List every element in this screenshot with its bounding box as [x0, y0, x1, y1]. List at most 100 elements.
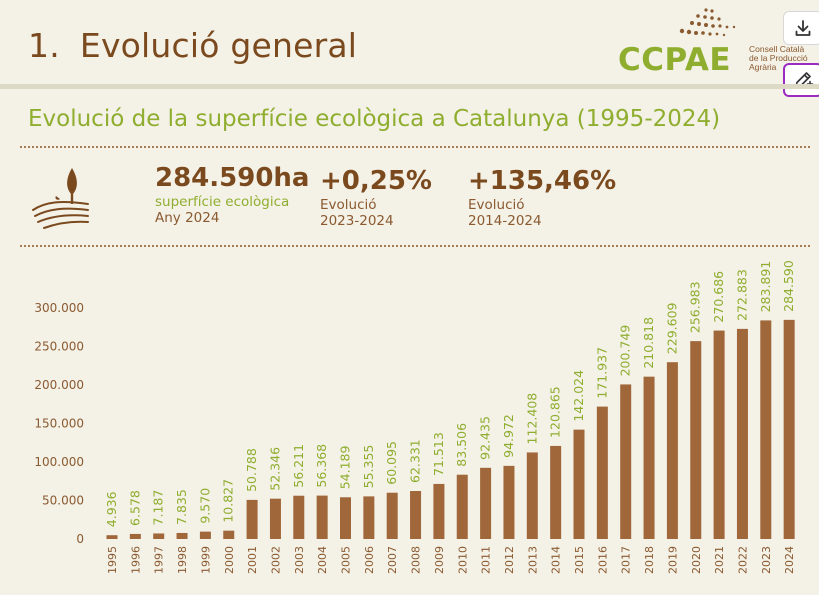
- data-label: 7.835: [174, 489, 189, 525]
- x-tick-label: 1995: [106, 546, 119, 574]
- stat-total: 284.590ha superfície ecològica Any 2024: [155, 164, 309, 226]
- data-label: 229.609: [664, 302, 679, 354]
- stat-change-annual-period: 2023-2024: [320, 213, 394, 229]
- logo-subtitle-line: de la Producció: [749, 53, 808, 63]
- data-label: 92.435: [478, 416, 493, 460]
- bar: [363, 496, 375, 539]
- data-label: 83.506: [454, 423, 469, 467]
- data-label: 56.211: [291, 444, 306, 488]
- data-label: 171.937: [594, 347, 609, 399]
- data-label: 283.891: [758, 261, 773, 313]
- y-tick-label: 250.000: [34, 340, 84, 354]
- data-label: 4.936: [104, 491, 119, 527]
- x-tick-label: 2023: [760, 546, 773, 574]
- data-label: 56.368: [314, 444, 329, 488]
- x-tick-label: 1998: [176, 546, 189, 574]
- stat-change-decade: +135,46% Evolució 2014-2024: [468, 167, 616, 229]
- x-tick-label: 2024: [783, 546, 796, 574]
- y-tick-label: 200.000: [34, 378, 84, 392]
- bar: [153, 533, 165, 539]
- logo-subtitle: Consell Català de la Producció Agrària: [749, 45, 808, 72]
- stat-change-decade-label: Evolució: [468, 197, 525, 213]
- field-tree-icon: [32, 168, 89, 229]
- bar: [410, 491, 422, 539]
- header-divider: [0, 84, 819, 89]
- bar: [456, 474, 468, 539]
- data-label: 270.686: [711, 271, 726, 323]
- data-label: 94.972: [501, 414, 516, 458]
- x-tick-label: 1999: [199, 546, 212, 574]
- y-tick-label: 50.000: [42, 494, 84, 508]
- x-tick-label: 2009: [433, 546, 446, 574]
- bar: [316, 495, 328, 539]
- stat-total-label: superfície ecològica: [155, 194, 290, 210]
- bar: [176, 532, 188, 539]
- bar: [269, 498, 281, 539]
- x-tick-label: 2005: [340, 546, 353, 574]
- data-label: 60.095: [384, 441, 399, 485]
- data-label: 55.355: [361, 445, 376, 489]
- stat-change-decade-period: 2014-2024: [468, 213, 542, 229]
- stat-change-decade-value: +135,46%: [468, 166, 617, 196]
- data-label: 10.827: [221, 479, 236, 523]
- x-tick-label: 2019: [666, 546, 679, 574]
- bar: [690, 341, 702, 539]
- x-tick-label: 2015: [573, 546, 586, 574]
- x-tick-label: 2016: [596, 546, 609, 574]
- x-tick-label: 2010: [456, 546, 469, 574]
- bar: [480, 467, 492, 539]
- x-tick-label: 2013: [526, 546, 539, 574]
- bar: [620, 384, 632, 539]
- bar: [596, 406, 608, 539]
- x-tick-label: 2007: [386, 546, 399, 574]
- bar: [223, 530, 235, 539]
- x-tick-label: 2000: [223, 546, 236, 574]
- x-tick-label: 2020: [690, 546, 703, 574]
- bar: [550, 445, 562, 539]
- x-tick-label: 2014: [550, 546, 563, 574]
- stat-total-value: 284.590ha: [155, 163, 310, 193]
- bar: [293, 495, 305, 539]
- x-tick-label: 2021: [713, 546, 726, 574]
- bar: [433, 483, 445, 539]
- x-tick-label: 2012: [503, 546, 516, 574]
- dotted-divider: [20, 146, 810, 148]
- bar: [666, 362, 678, 539]
- bar: [503, 465, 515, 539]
- logo-wordmark: CCPAE: [618, 42, 732, 78]
- y-tick-label: 100.000: [34, 455, 84, 469]
- logo-subtitle-line: Agrària: [749, 62, 777, 72]
- data-label: 50.788: [244, 448, 259, 492]
- x-tick-label: 2022: [736, 546, 749, 574]
- data-label: 200.749: [618, 325, 633, 377]
- data-label: 52.346: [267, 447, 282, 491]
- bar: [340, 497, 351, 539]
- section-heading: Evolució general: [79, 26, 358, 65]
- download-button[interactable]: [783, 11, 819, 45]
- annotate-button[interactable]: [783, 63, 819, 97]
- logo-subtitle-line: Consell Català: [749, 44, 805, 54]
- data-label: 256.983: [688, 281, 703, 333]
- x-tick-label: 2008: [410, 546, 423, 574]
- data-label: 142.024: [571, 370, 586, 422]
- x-tick-label: 2011: [480, 546, 493, 574]
- data-label: 112.408: [524, 393, 539, 445]
- x-tick-label: 2006: [363, 546, 376, 574]
- section-title: 1. Evolució general: [28, 26, 357, 65]
- y-tick-label: 150.000: [34, 417, 84, 431]
- download-icon: [795, 20, 811, 36]
- logo-dots-icon: [679, 8, 736, 37]
- chart-title: Evolució de la superfície ecològica a Ca…: [28, 106, 721, 132]
- bar: [783, 319, 795, 539]
- x-tick-label: 2001: [246, 546, 259, 574]
- stat-total-year: Any 2024: [155, 210, 220, 226]
- bar: [760, 320, 772, 539]
- y-tick-label: 0: [76, 532, 84, 546]
- x-tick-label: 2004: [316, 546, 329, 574]
- x-tick-label: 2002: [269, 546, 282, 574]
- data-label: 120.865: [548, 386, 563, 438]
- stat-change-annual-value: +0,25%: [320, 166, 432, 196]
- data-label: 71.513: [431, 432, 446, 476]
- stat-change-annual-label: Evolució: [320, 197, 377, 213]
- dotted-divider: [20, 245, 810, 247]
